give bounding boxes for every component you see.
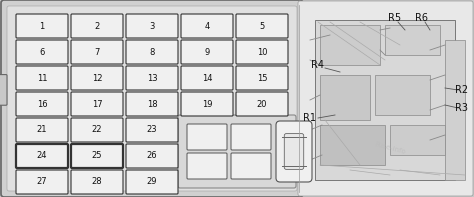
FancyBboxPatch shape <box>71 118 123 142</box>
FancyBboxPatch shape <box>126 144 178 168</box>
Bar <box>390 125 445 155</box>
FancyBboxPatch shape <box>236 66 288 90</box>
Text: 13: 13 <box>146 73 157 83</box>
Text: 6: 6 <box>39 47 45 57</box>
FancyBboxPatch shape <box>236 92 288 116</box>
FancyBboxPatch shape <box>16 40 68 64</box>
Text: 17: 17 <box>91 99 102 109</box>
Text: 2: 2 <box>94 21 100 31</box>
FancyBboxPatch shape <box>187 153 227 179</box>
FancyBboxPatch shape <box>181 92 233 116</box>
Text: 28: 28 <box>91 177 102 187</box>
FancyBboxPatch shape <box>126 118 178 142</box>
Text: 12: 12 <box>92 73 102 83</box>
FancyBboxPatch shape <box>71 40 123 64</box>
Bar <box>320 25 380 65</box>
Text: 25: 25 <box>92 151 102 161</box>
FancyBboxPatch shape <box>236 40 288 64</box>
Text: 19: 19 <box>202 99 212 109</box>
Text: 1: 1 <box>39 21 45 31</box>
Text: 11: 11 <box>37 73 47 83</box>
Text: 20: 20 <box>257 99 267 109</box>
FancyBboxPatch shape <box>71 144 123 168</box>
Text: 15: 15 <box>257 73 267 83</box>
FancyBboxPatch shape <box>181 14 233 38</box>
FancyBboxPatch shape <box>231 124 271 150</box>
Text: 27: 27 <box>36 177 47 187</box>
Text: 7: 7 <box>94 47 100 57</box>
Text: 4: 4 <box>204 21 210 31</box>
Text: R2: R2 <box>456 85 469 95</box>
FancyBboxPatch shape <box>187 124 227 150</box>
Text: R3: R3 <box>456 103 468 113</box>
Text: 24: 24 <box>37 151 47 161</box>
FancyBboxPatch shape <box>231 153 271 179</box>
FancyBboxPatch shape <box>71 92 123 116</box>
Text: 16: 16 <box>36 99 47 109</box>
Text: 23: 23 <box>146 125 157 135</box>
FancyBboxPatch shape <box>7 6 297 191</box>
Text: Fuse-info: Fuse-info <box>374 141 406 155</box>
FancyBboxPatch shape <box>298 1 473 196</box>
Text: 8: 8 <box>149 47 155 57</box>
Text: 22: 22 <box>92 125 102 135</box>
FancyBboxPatch shape <box>126 40 178 64</box>
Text: 29: 29 <box>147 177 157 187</box>
Bar <box>445 40 465 180</box>
Text: 26: 26 <box>146 151 157 161</box>
FancyBboxPatch shape <box>181 66 233 90</box>
FancyBboxPatch shape <box>126 66 178 90</box>
FancyBboxPatch shape <box>16 170 68 194</box>
Text: R5: R5 <box>388 13 401 23</box>
FancyBboxPatch shape <box>16 66 68 90</box>
Text: R1: R1 <box>303 113 317 123</box>
FancyBboxPatch shape <box>126 14 178 38</box>
Text: 5: 5 <box>259 21 264 31</box>
FancyBboxPatch shape <box>126 170 178 194</box>
FancyBboxPatch shape <box>276 121 312 182</box>
FancyBboxPatch shape <box>315 20 455 180</box>
Text: 14: 14 <box>202 73 212 83</box>
FancyBboxPatch shape <box>178 115 296 188</box>
FancyBboxPatch shape <box>181 40 233 64</box>
FancyBboxPatch shape <box>16 144 68 168</box>
Text: 21: 21 <box>37 125 47 135</box>
FancyBboxPatch shape <box>236 14 288 38</box>
FancyBboxPatch shape <box>71 14 123 38</box>
FancyBboxPatch shape <box>1 0 303 197</box>
FancyBboxPatch shape <box>16 92 68 116</box>
Text: 9: 9 <box>204 47 210 57</box>
Bar <box>385 25 440 55</box>
Text: R4: R4 <box>311 60 325 70</box>
FancyBboxPatch shape <box>16 118 68 142</box>
FancyBboxPatch shape <box>71 66 123 90</box>
FancyBboxPatch shape <box>126 92 178 116</box>
Bar <box>375 75 430 115</box>
Text: 18: 18 <box>146 99 157 109</box>
Text: R6: R6 <box>416 13 428 23</box>
Bar <box>320 125 385 165</box>
FancyBboxPatch shape <box>71 170 123 194</box>
Bar <box>320 75 370 120</box>
Text: 3: 3 <box>149 21 155 31</box>
FancyBboxPatch shape <box>284 134 304 169</box>
Text: 10: 10 <box>257 47 267 57</box>
FancyBboxPatch shape <box>16 14 68 38</box>
FancyBboxPatch shape <box>0 75 7 105</box>
